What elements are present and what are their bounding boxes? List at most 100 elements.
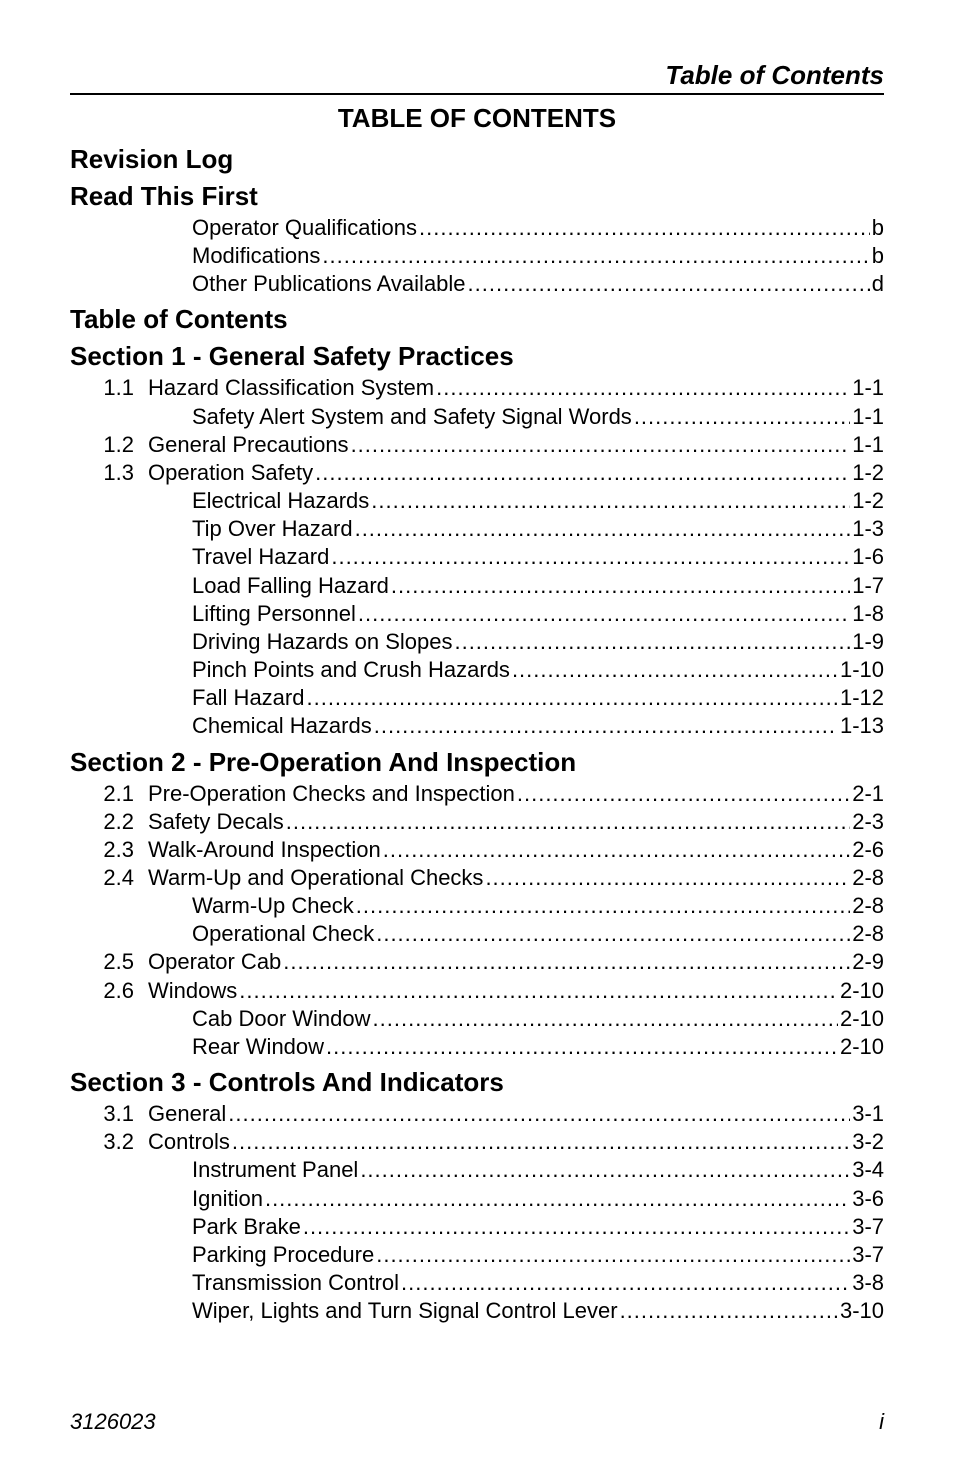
toc-leader-dots — [313, 459, 850, 487]
toc-entry-label: Controls — [148, 1128, 230, 1156]
toc-row: Instrument Panel 3-4 — [192, 1156, 884, 1184]
toc-subentry: Safety Alert System and Safety Signal Wo… — [70, 403, 884, 431]
toc-entry-label: Operator Cab — [148, 948, 281, 976]
toc-entry-page: 2-10 — [838, 1005, 884, 1033]
toc-leader-dots — [284, 808, 850, 836]
toc-entry-label: Operation Safety — [148, 459, 313, 487]
toc-row: Other Publications Available d — [192, 270, 884, 298]
toc-entry-label: Travel Hazard — [192, 543, 329, 571]
toc-entry-page: 3-7 — [850, 1241, 884, 1269]
toc-subentry: Driving Hazards on Slopes1-9 — [70, 628, 884, 656]
toc-entry-label: Parking Procedure — [192, 1241, 374, 1269]
toc-entry-label: Hazard Classification System — [148, 374, 434, 402]
toc-leader-dots — [320, 242, 869, 270]
section-heading: Section 3 - Controls And Indicators — [70, 1067, 884, 1098]
toc-row: 2.1Pre-Operation Checks and Inspection2-… — [100, 780, 884, 808]
toc-entry-page: 2-8 — [850, 864, 884, 892]
toc-entry-number: 1.3 — [100, 459, 148, 487]
toc-entry-page: b — [870, 242, 884, 270]
toc-leader-dots — [237, 977, 838, 1005]
toc-subentry: Instrument Panel 3-4 — [70, 1156, 884, 1184]
toc-entry-label: Ignition — [192, 1185, 263, 1213]
toc-leader-dots — [353, 515, 851, 543]
toc-row: Rear Window2-10 — [192, 1033, 884, 1061]
toc-entry-page: 1-8 — [850, 600, 884, 628]
toc-entry-page: 1-7 — [850, 572, 884, 600]
toc-entry-label: Transmission Control — [192, 1269, 399, 1297]
toc-entry-number: 2.6 — [100, 977, 148, 1005]
toc-entry-page: 2-3 — [850, 808, 884, 836]
toc-subentry: Fall Hazard1-12 — [70, 684, 884, 712]
toc-entry-page: 3-7 — [850, 1213, 884, 1241]
section-heading: Section 2 - Pre-Operation And Inspection — [70, 747, 884, 778]
toc-entry-number: 3.2 — [100, 1128, 148, 1156]
toc-subentry: Cab Door Window2-10 — [70, 1005, 884, 1033]
footer-left: 3126023 — [70, 1409, 156, 1435]
toc-leader-dots — [230, 1128, 850, 1156]
toc-entry-page: 1-6 — [850, 543, 884, 571]
toc-leader-dots — [263, 1185, 850, 1213]
front-items: Operator QualificationsbModificationsbOt… — [70, 214, 884, 298]
toc-subentry: Pinch Points and Crush Hazards1-10 — [70, 656, 884, 684]
toc-entry-label: General — [148, 1100, 226, 1128]
toc-entry-page: 2-10 — [838, 977, 884, 1005]
toc-leader-dots — [417, 214, 870, 242]
toc-subentry: Operational Check2-8 — [70, 920, 884, 948]
toc-leader-dots — [358, 1156, 850, 1184]
front-matter: Revision LogRead This FirstOperator Qual… — [70, 144, 884, 335]
toc-row: Travel Hazard 1-6 — [192, 543, 884, 571]
toc-entry: 3.2Controls3-2 — [70, 1128, 884, 1156]
toc-leader-dots — [374, 920, 850, 948]
toc-row: Warm-Up Check2-8 — [192, 892, 884, 920]
toc-entry-label: Warm-Up Check — [192, 892, 354, 920]
toc-leader-dots — [452, 628, 850, 656]
toc-entry-label: Instrument Panel — [192, 1156, 358, 1184]
toc-row: Load Falling Hazard1-7 — [192, 572, 884, 600]
toc-leader-dots — [466, 270, 870, 298]
toc-leader-dots — [356, 600, 850, 628]
toc-row: Operational Check2-8 — [192, 920, 884, 948]
toc-entry-number: 1.1 — [100, 374, 148, 402]
toc-entry-label: Wiper, Lights and Turn Signal Control Le… — [192, 1297, 618, 1325]
page-footer: 3126023 i — [70, 1409, 884, 1435]
toc-subentry: Electrical Hazards1-2 — [70, 487, 884, 515]
toc-row: Parking Procedure 3-7 — [192, 1241, 884, 1269]
toc-entry-label: Tip Over Hazard — [192, 515, 353, 543]
toc-leader-dots — [434, 374, 850, 402]
toc-leader-dots — [374, 1241, 850, 1269]
toc-subentry: Warm-Up Check2-8 — [70, 892, 884, 920]
toc-entry-label: Operational Check — [192, 920, 374, 948]
document-title: TABLE OF CONTENTS — [70, 103, 884, 134]
toc-entry-label: Other Publications Available — [192, 270, 466, 298]
toc-entry-label: Chemical Hazards — [192, 712, 372, 740]
toc-subentry: Wiper, Lights and Turn Signal Control Le… — [70, 1297, 884, 1325]
toc-entry-label: Safety Alert System and Safety Signal Wo… — [192, 403, 632, 431]
toc-entry-page: 3-4 — [850, 1156, 884, 1184]
toc-row: Wiper, Lights and Turn Signal Control Le… — [192, 1297, 884, 1325]
toc-row: 3.1General3-1 — [100, 1100, 884, 1128]
toc-entry-number: 3.1 — [100, 1100, 148, 1128]
toc-row: Pinch Points and Crush Hazards1-10 — [192, 656, 884, 684]
toc-entry-page: 1-1 — [850, 431, 884, 459]
toc-entry-page: 1-13 — [838, 712, 884, 740]
toc-leader-dots — [483, 864, 850, 892]
toc-subentry: Lifting Personnel1-8 — [70, 600, 884, 628]
toc-row: 2.5Operator Cab2-9 — [100, 948, 884, 976]
toc-entry: 2.2Safety Decals2-3 — [70, 808, 884, 836]
toc-row: Modificationsb — [192, 242, 884, 270]
toc-entry: 3.1General3-1 — [70, 1100, 884, 1128]
toc-leader-dots — [304, 684, 837, 712]
toc-subentry: Park Brake3-7 — [70, 1213, 884, 1241]
toc-entry-number: 1.2 — [100, 431, 148, 459]
toc-entry-label: Fall Hazard — [192, 684, 304, 712]
toc-entry-page: d — [870, 270, 884, 298]
toc-subentry: Tip Over Hazard1-3 — [70, 515, 884, 543]
toc-entry-page: b — [870, 214, 884, 242]
toc-entry-page: 1-2 — [850, 487, 884, 515]
toc-leader-dots — [632, 403, 850, 431]
toc-row: 2.6Windows2-10 — [100, 977, 884, 1005]
toc-row: Ignition3-6 — [192, 1185, 884, 1213]
section-heading: Section 1 - General Safety Practices — [70, 341, 884, 372]
toc-row: 3.2Controls3-2 — [100, 1128, 884, 1156]
toc-leader-dots — [618, 1297, 838, 1325]
